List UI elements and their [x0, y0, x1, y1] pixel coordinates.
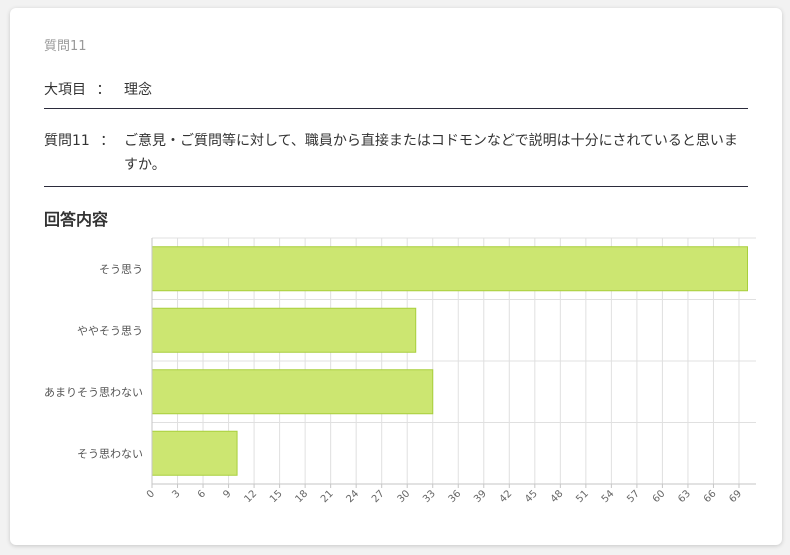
answers-section-title: 回答内容 [44, 210, 109, 229]
x-tick-label: 48 [549, 488, 566, 505]
x-tick-label: 36 [447, 488, 464, 505]
x-tick-label: 42 [498, 488, 515, 505]
question-text: ご意見・ご質問等に対して、職員から直接またはコドモンなどで説明は十分にされている… [124, 133, 738, 173]
bar [151, 307, 417, 353]
x-tick-label: 51 [574, 488, 591, 505]
category-label: そう思わない [77, 447, 143, 460]
x-tick-label: 3 [170, 488, 182, 500]
category-label-wrap: 大項目 ： [44, 78, 110, 102]
question-colon: ： [100, 133, 115, 149]
x-tick-label: 27 [370, 488, 387, 505]
x-tick-label: 18 [293, 488, 310, 505]
x-tick-label: 66 [702, 488, 719, 505]
x-tick-label: 63 [676, 488, 693, 505]
x-tick-label: 60 [651, 488, 668, 505]
x-tick-label: 45 [523, 488, 540, 505]
x-tick-label: 12 [242, 488, 259, 505]
x-tick-label: 0 [145, 488, 157, 500]
question-label-wrap: 質問11 ： [44, 129, 114, 153]
category-value: 理念 [124, 82, 152, 98]
question-label: 質問11 [44, 133, 90, 149]
x-tick-label: 30 [396, 488, 413, 505]
x-tick-label: 6 [196, 488, 208, 500]
x-tick-label: 39 [472, 488, 489, 505]
category-row: 大項目 ： 理念 [44, 78, 748, 109]
x-tick-label: 69 [727, 488, 744, 505]
x-tick-label: 54 [600, 488, 617, 505]
x-tick-label: 15 [268, 488, 285, 505]
bar [151, 246, 748, 292]
question-heading: 質問11 [44, 39, 87, 54]
x-tick-label: 9 [221, 488, 233, 500]
x-tick-label: 33 [421, 488, 438, 505]
category-label: あまりそう思わない [44, 386, 143, 399]
category-label: 大項目 [44, 82, 86, 98]
question-row: 質問11 ： ご意見・ご質問等に対して、職員から直接またはコドモンなどで説明は十… [44, 129, 748, 187]
x-tick-label: 57 [625, 488, 642, 505]
bar [151, 430, 238, 476]
x-tick-label: 21 [319, 488, 336, 505]
category-label: ややそう思う [77, 324, 143, 337]
category-colon: ： [96, 82, 111, 98]
x-tick-label: 24 [345, 488, 362, 505]
bar [151, 369, 434, 415]
category-label: そう思う [99, 263, 143, 276]
